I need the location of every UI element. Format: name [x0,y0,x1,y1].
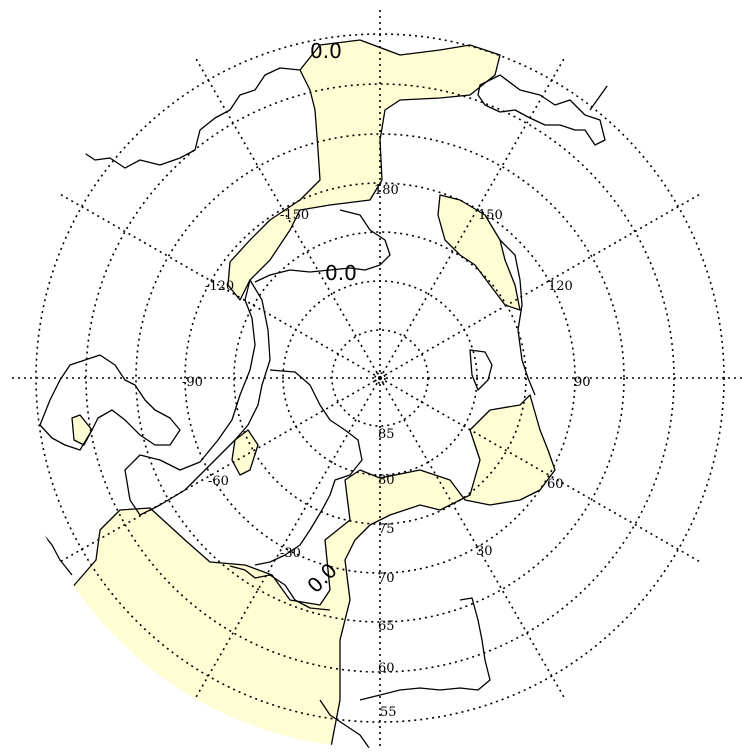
coastline-south [359,597,491,701]
coastline-east [499,239,536,396]
coastline-south-inner [229,565,331,611]
lat-label-65: 65 [378,619,395,634]
coastline-west [39,354,181,451]
lon-label-90: 90 [574,375,591,390]
lat-label-55: 55 [380,705,397,720]
contour-label-north: 0.0 [310,39,342,63]
coastline-center [254,369,363,566]
coastline-northeast-ray [589,74,641,111]
coastline-northwest [67,67,301,169]
lon-label-minus-30: -30 [280,546,301,561]
lon-label-minus-120: -120 [205,279,234,294]
shaded-region-north [227,39,501,301]
latitude-labels: 85 80 75 70 65 60 55 [378,427,397,720]
lon-label-120: 120 [548,279,573,294]
lat-label-75: 75 [378,522,395,537]
longitude-labels: 180 150 120 90 60 30 -30 -60 -90 -120 -1… [182,183,591,561]
coastline-inner-east [469,349,493,391]
coastline-northeast [477,74,606,146]
lon-label-minus-150: -150 [280,208,309,223]
lon-label-30: 30 [476,544,493,559]
contour-label-center: 0.0 [325,261,357,285]
lat-label-70: 70 [378,571,395,586]
coastline-center-inner [254,209,391,283]
pole-marker [374,372,386,384]
shaded-region-east [437,194,521,311]
lat-label-60: 60 [378,661,395,676]
lon-label-180: 180 [374,183,399,198]
lat-label-80: 80 [378,473,395,488]
coastline-south-fragment [319,699,373,748]
coastline-southwest [39,529,73,576]
shaded-region-west-small [71,414,93,446]
shaded-region-center [231,429,259,476]
shaded-region-south [10,394,556,748]
lon-label-minus-60: -60 [208,474,229,489]
coastline-center-west [124,279,271,516]
shaded-regions [10,39,556,748]
lon-label-minus-90: -90 [182,375,203,390]
lat-label-85: 85 [378,427,395,442]
lon-label-60: 60 [547,477,564,492]
lon-label-150: 150 [478,208,503,223]
